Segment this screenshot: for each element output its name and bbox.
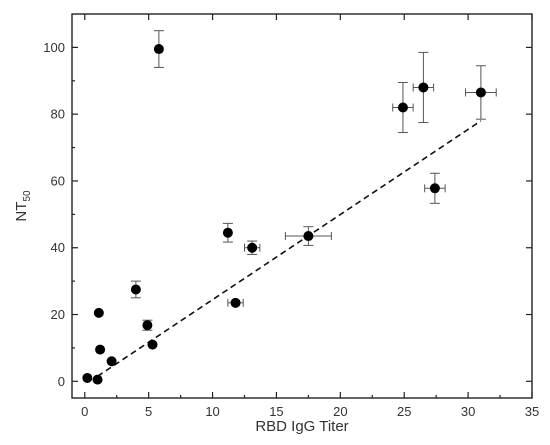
x-tick-label: 25 (397, 404, 411, 419)
data-point (230, 297, 241, 308)
data-point (92, 374, 103, 385)
y-axis-label-main: NT (13, 202, 30, 222)
data-point (222, 227, 233, 238)
error-bars (130, 30, 497, 331)
data-point (147, 339, 158, 350)
data-points (82, 44, 486, 385)
data-point (93, 307, 104, 318)
data-point (303, 231, 314, 242)
x-tick-label: 15 (269, 404, 283, 419)
y-axis-label-subscript: 50 (22, 190, 33, 202)
y-tick-label: 80 (51, 107, 65, 122)
x-axis-label: RBD IgG Titer (255, 418, 348, 435)
data-point (106, 356, 117, 367)
y-tick-label: 100 (43, 40, 65, 55)
data-point (429, 183, 440, 194)
data-point (95, 344, 106, 355)
y-tick-label: 60 (51, 173, 65, 188)
y-axis-label: NT50 (13, 190, 33, 222)
x-tick-label: 5 (145, 404, 152, 419)
y-tick-label: 40 (51, 240, 65, 255)
x-tick-label: 10 (205, 404, 219, 419)
data-point (418, 82, 429, 93)
y-ticks: 0 20 40 60 80 100 (43, 40, 532, 389)
fit-line-group (97, 120, 482, 377)
data-point (82, 372, 93, 383)
y-tick-label: 0 (58, 374, 65, 389)
data-point (130, 284, 141, 295)
fit-line (97, 120, 482, 377)
y-tick-label: 20 (51, 307, 65, 322)
x-tick-label: 0 (81, 404, 88, 419)
x-tick-label: 20 (333, 404, 347, 419)
axes (71, 13, 533, 399)
data-point (475, 87, 486, 98)
x-ticks: 0 5 10 15 20 25 30 35 (81, 14, 539, 419)
x-tick-label: 30 (461, 404, 475, 419)
plot-frame (71, 13, 533, 399)
x-tick-label: 35 (525, 404, 539, 419)
data-point (247, 242, 258, 253)
data-point (397, 102, 408, 113)
data-point (153, 44, 164, 55)
data-point (142, 320, 153, 331)
